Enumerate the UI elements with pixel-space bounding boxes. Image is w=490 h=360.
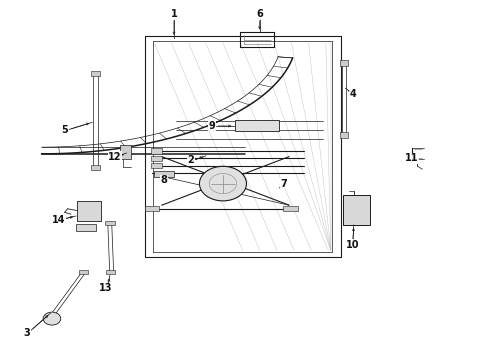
Text: 11: 11: [405, 153, 418, 163]
Bar: [76, 224, 96, 231]
Text: 14: 14: [52, 215, 66, 225]
Text: 13: 13: [98, 283, 112, 293]
Bar: [91, 165, 100, 170]
Text: 6: 6: [256, 9, 263, 19]
Circle shape: [199, 166, 246, 201]
Text: 4: 4: [349, 89, 356, 99]
Bar: [343, 195, 370, 225]
Text: 3: 3: [24, 328, 30, 338]
Text: 5: 5: [61, 125, 68, 135]
Text: 10: 10: [346, 240, 360, 250]
Bar: [145, 206, 159, 211]
Bar: [77, 201, 101, 221]
Bar: [340, 60, 348, 66]
Bar: [106, 270, 115, 274]
Bar: [91, 71, 100, 76]
Bar: [151, 156, 162, 161]
Text: 8: 8: [161, 175, 168, 185]
Circle shape: [43, 312, 61, 325]
Bar: [105, 221, 115, 225]
Text: 7: 7: [281, 179, 288, 189]
Bar: [151, 163, 162, 168]
Text: 1: 1: [171, 9, 177, 19]
Bar: [154, 171, 174, 177]
Text: 12: 12: [108, 152, 122, 162]
Bar: [283, 206, 298, 211]
Bar: [340, 132, 348, 138]
Bar: [235, 120, 279, 131]
Text: 2: 2: [188, 155, 195, 165]
Bar: [120, 145, 131, 159]
Bar: [151, 148, 162, 154]
Bar: [79, 270, 88, 274]
Text: 9: 9: [208, 121, 215, 131]
